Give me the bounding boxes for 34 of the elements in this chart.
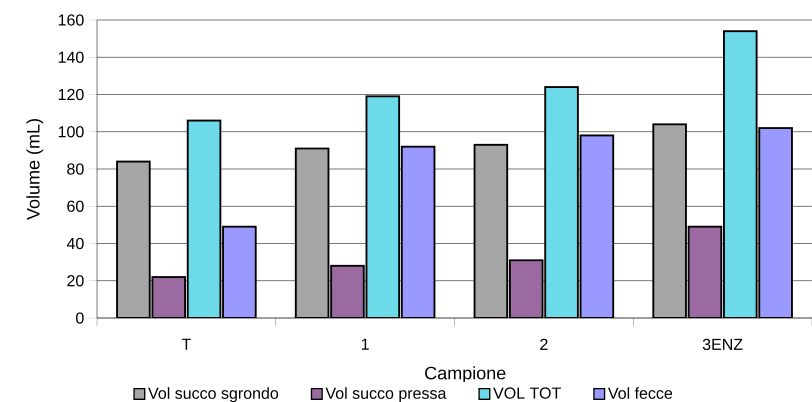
x-axis-title: Campione bbox=[425, 366, 506, 384]
bar bbox=[294, 148, 330, 318]
bar bbox=[508, 259, 544, 318]
legend-label: Vol succo sgrondo bbox=[148, 387, 278, 402]
legend-label: VOL TOT bbox=[493, 387, 561, 399]
legend-label: Vol fecce bbox=[608, 387, 672, 399]
y-tick-label: 0 bbox=[76, 312, 84, 324]
y-tick-label: 20 bbox=[67, 275, 84, 286]
y-tick-label: 100 bbox=[58, 126, 84, 138]
bar bbox=[116, 160, 151, 318]
bar bbox=[330, 264, 365, 318]
bar bbox=[222, 226, 257, 318]
y-tick-label: 120 bbox=[58, 88, 84, 100]
y-tick-label: 160 bbox=[58, 14, 84, 26]
x-tick-label: 3ENZ bbox=[702, 338, 743, 350]
bar bbox=[758, 127, 793, 318]
x-tick-label: 1 bbox=[362, 338, 369, 350]
bar bbox=[400, 146, 436, 318]
y-tick-label: 80 bbox=[67, 163, 84, 175]
bar bbox=[474, 144, 508, 318]
x-tick-label: T bbox=[182, 338, 191, 350]
bar bbox=[366, 95, 400, 318]
bar bbox=[186, 120, 222, 318]
x-tick-label: 2 bbox=[540, 338, 548, 350]
bar bbox=[580, 134, 614, 318]
y-tick-label: 40 bbox=[66, 238, 84, 250]
legend-label: Vol succo pressa bbox=[326, 387, 446, 402]
bar bbox=[544, 86, 579, 318]
bar bbox=[652, 123, 687, 318]
bar bbox=[688, 226, 722, 318]
bar bbox=[723, 30, 758, 318]
y-axis-title: Volume (mL) bbox=[26, 119, 44, 220]
y-tick-label: 140 bbox=[58, 52, 84, 63]
y-tick-label: 60 bbox=[67, 200, 84, 212]
